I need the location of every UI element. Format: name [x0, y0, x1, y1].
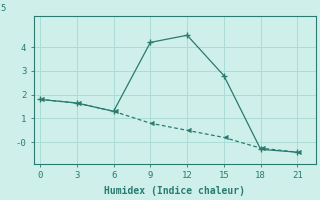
- Text: 5: 5: [0, 4, 5, 13]
- X-axis label: Humidex (Indice chaleur): Humidex (Indice chaleur): [104, 186, 245, 196]
